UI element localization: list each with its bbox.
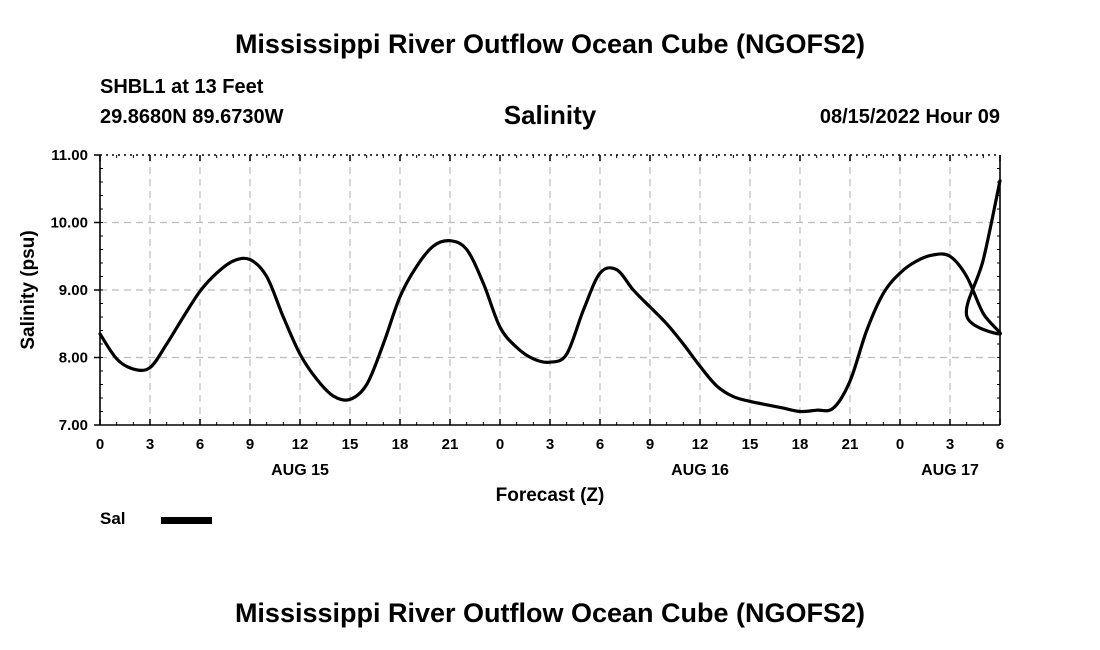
date-label: AUG 17	[921, 462, 979, 479]
x-axis-label: Forecast (Z)	[496, 485, 605, 506]
x-tick-label: 15	[342, 436, 359, 453]
axes	[94, 154, 1001, 426]
x-tick-label: 3	[946, 436, 954, 453]
x-tick-label: 6	[996, 436, 1004, 453]
x-tick-label: 12	[692, 436, 709, 453]
legend-label: Sal	[100, 509, 126, 528]
x-tick-label: 6	[596, 436, 604, 453]
station-label: SHBL1 at 13 Feet	[100, 76, 264, 98]
x-tick-label: 21	[842, 436, 859, 453]
chart-subtitle: Salinity	[503, 100, 597, 130]
tick-labels: 0 3 6 9 12 15 18 21 0 3 6 9 12 15 18 21 0 3 6 7.00 8.00 9.00 1…	[50, 147, 1004, 479]
y-tick-label: 7.00	[59, 417, 88, 434]
y-tick-label: 11.00	[51, 147, 88, 164]
forecast-datetime: 08/15/2022 Hour 09	[819, 106, 1000, 128]
series-line-sal	[98, 179, 1002, 414]
x-tick-label: 15	[742, 436, 759, 453]
footer-title: Mississippi River Outflow Ocean Cube (NG…	[234, 598, 866, 628]
y-tick-label: 10.00	[50, 215, 88, 232]
x-tick-label: 21	[442, 436, 459, 453]
x-tick-label: 3	[546, 436, 554, 453]
x-tick-label: 0	[896, 436, 904, 453]
date-label: AUG 15	[271, 462, 329, 479]
x-tick-label: 6	[196, 436, 204, 453]
series	[98, 179, 1002, 414]
y-tick-label: 8.00	[59, 350, 88, 367]
y-tick-label: 9.00	[59, 282, 88, 299]
location-coordinates: 29.8680N 89.6730W	[100, 106, 284, 128]
chart-title: Mississippi River Outflow Ocean Cube (NG…	[234, 29, 866, 59]
x-tick-label: 3	[146, 436, 154, 453]
x-tick-label: 9	[246, 436, 254, 453]
x-tick-label: 12	[292, 436, 309, 453]
grid-lines	[100, 155, 1000, 425]
x-tick-label: 9	[646, 436, 654, 453]
x-tick-label: 0	[96, 436, 104, 453]
legend-swatch	[161, 517, 212, 524]
x-tick-label: 0	[496, 436, 504, 453]
date-label: AUG 16	[671, 462, 729, 479]
x-tick-label: 18	[792, 436, 809, 453]
x-tick-label: 18	[392, 436, 409, 453]
y-axis-label: Salinity (psu)	[18, 230, 39, 349]
